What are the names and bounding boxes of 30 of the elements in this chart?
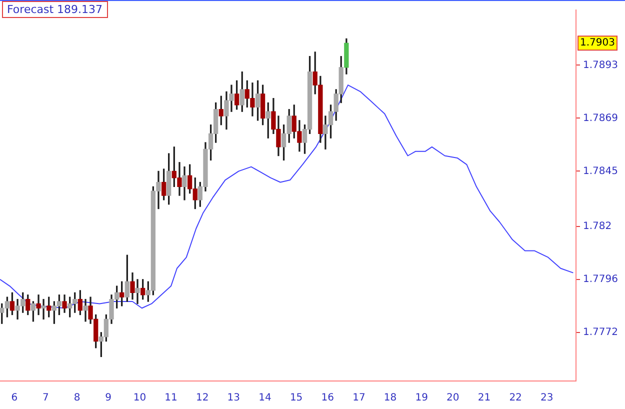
x-tick-label: 9	[105, 392, 112, 404]
x-tick-label: 20	[446, 392, 460, 404]
x-tick-label: 18	[384, 392, 397, 404]
x-tick-label: 8	[74, 392, 80, 404]
x-tick-label: 19	[415, 392, 428, 404]
x-tick-label: 23	[540, 392, 554, 404]
x-tick-label: 16	[321, 392, 334, 404]
x-tick-label: 6	[11, 392, 18, 404]
candlestick	[41, 298, 46, 320]
x-tick-label: 21	[478, 392, 491, 404]
x-tick-label: 7	[42, 392, 49, 404]
y-tick-label: 1.7893	[583, 60, 618, 71]
y-tick-label: 1.782	[583, 221, 612, 232]
x-tick-label: 13	[227, 392, 240, 404]
y-tick-label: 1.7772	[583, 327, 618, 338]
x-tick-label: 22	[509, 392, 522, 404]
x-tick-label: 15	[290, 392, 303, 404]
annotation: 1.7903	[580, 38, 616, 49]
candlestick	[83, 298, 88, 322]
x-tick-label: 12	[196, 392, 209, 404]
x-tick-label: 17	[352, 392, 366, 404]
x-tick-label: 11	[164, 392, 178, 404]
y-tick-label: 1.7869	[583, 112, 618, 124]
x-tick-label: 14	[258, 392, 272, 404]
y-tick-label: 1.7796	[583, 274, 618, 286]
candlestick	[36, 294, 41, 316]
candlestick	[135, 279, 140, 304]
chart-title: Forecast 189.137	[2, 1, 108, 18]
y-tick-label: 1.7845	[583, 166, 618, 177]
x-tick-label: 10	[133, 392, 146, 404]
